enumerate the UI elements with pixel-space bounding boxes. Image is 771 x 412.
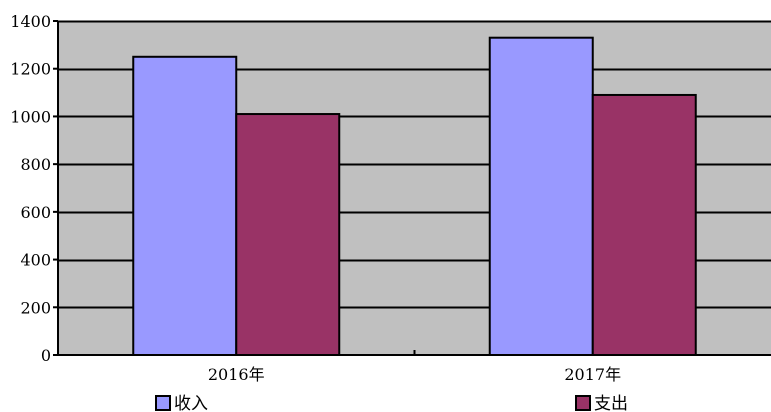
x-category-label: 2017年 [564, 365, 621, 384]
y-tick-label: 1200 [10, 60, 51, 79]
legend-swatch [155, 395, 171, 411]
y-tick-label: 200 [20, 298, 51, 317]
x-category-labels: 2016年 2017年 [208, 365, 621, 384]
y-tick-label: 600 [20, 203, 51, 222]
bar-income-1 [488, 36, 594, 356]
legend-label: 支出 [594, 394, 628, 412]
bar-income-0 [132, 55, 238, 357]
x-category-label: 2016年 [208, 365, 265, 384]
legend-swatch [575, 395, 591, 411]
y-tick-labels: 0 200 400 600 800 1000 1200 1400 [10, 12, 51, 365]
y-tick-label: 800 [20, 155, 51, 174]
bar-expense-0 [235, 113, 341, 356]
legend: 收入 支出 [155, 394, 628, 412]
bar-expense-1 [591, 93, 697, 356]
y-tick-label: 0 [41, 346, 51, 365]
axes [53, 20, 771, 356]
y-tick-label: 1000 [10, 107, 51, 126]
legend-label: 收入 [174, 394, 208, 412]
y-tick-label: 1400 [10, 12, 51, 31]
y-tick-label: 400 [20, 251, 51, 270]
